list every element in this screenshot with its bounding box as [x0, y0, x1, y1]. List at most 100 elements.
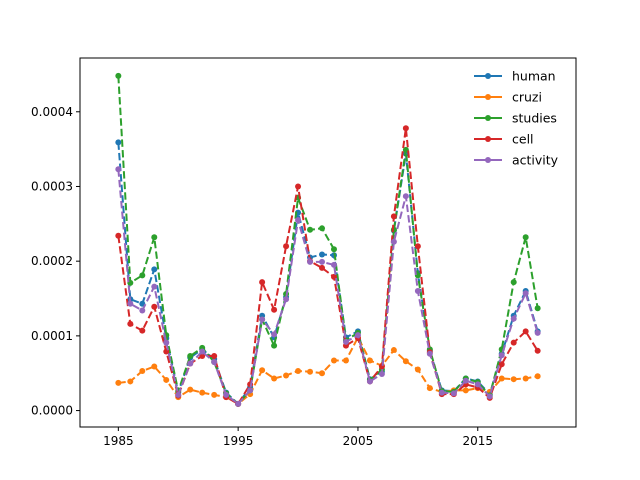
- data-point-studies-2002: [319, 225, 326, 232]
- x-axis: 1985 1995 2005 2015: [103, 427, 493, 448]
- series-activity: [115, 166, 541, 407]
- data-point-activity-2012: [438, 389, 445, 396]
- legend-label: studies: [512, 111, 557, 126]
- data-point-cruzi-2004: [342, 357, 349, 364]
- data-point-cell-1987: [139, 327, 146, 334]
- legend-label: human: [512, 69, 556, 84]
- data-point-cell-2002: [319, 264, 326, 271]
- y-axis: 0.0000 0.0001 0.0002 0.0003 0.0004: [31, 105, 80, 418]
- data-point-cruzi-2001: [307, 368, 314, 375]
- data-point-activity-1988: [151, 283, 158, 290]
- data-point-activity-2008: [390, 238, 397, 245]
- data-point-activity-2007: [378, 370, 385, 377]
- legend-label: cruzi: [512, 90, 542, 105]
- y-tick-label: 0.0004: [31, 105, 73, 119]
- legend-item-cell: cell: [474, 132, 534, 147]
- data-point-cruzi-1997: [259, 367, 266, 374]
- data-point-cruzi-2017: [498, 375, 505, 382]
- data-point-human-1985: [115, 139, 122, 146]
- x-tick-label: 1985: [103, 434, 134, 448]
- data-point-cruzi-2018: [510, 376, 517, 383]
- data-point-cell-2009: [402, 125, 409, 132]
- data-point-activity-2006: [366, 378, 373, 385]
- series-layer: [115, 72, 541, 407]
- data-point-activity-2013: [450, 390, 457, 397]
- data-point-studies-2003: [330, 246, 337, 253]
- data-point-activity-1993: [211, 359, 218, 366]
- data-point-cruzi-2011: [426, 385, 433, 392]
- data-point-cruzi-2010: [414, 366, 421, 373]
- data-point-cell-2008: [390, 213, 397, 220]
- data-point-cruzi-1991: [187, 386, 194, 393]
- data-point-activity-2017: [498, 352, 505, 359]
- data-point-cruzi-1987: [139, 367, 146, 374]
- data-point-cell-2010: [414, 243, 421, 250]
- data-point-cruzi-1989: [163, 376, 170, 383]
- data-point-activity-2018: [510, 315, 517, 322]
- legend-swatch-marker: [485, 157, 491, 163]
- data-point-cell-2020: [534, 347, 541, 354]
- data-point-activity-2011: [426, 350, 433, 357]
- data-point-cruzi-1985: [115, 379, 122, 386]
- legend-item-activity: activity: [474, 153, 559, 168]
- data-point-activity-2004: [342, 338, 349, 345]
- data-point-activity-2019: [522, 290, 529, 297]
- data-point-activity-2016: [486, 393, 493, 400]
- data-point-activity-2020: [534, 329, 541, 336]
- data-point-activity-1998: [271, 331, 278, 338]
- data-point-cell-2017: [498, 361, 505, 368]
- legend-swatch-marker: [485, 136, 491, 142]
- data-point-activity-1995: [235, 400, 242, 407]
- data-point-activity-2001: [307, 258, 314, 265]
- data-point-cruzi-1993: [211, 391, 218, 398]
- data-point-cell-1986: [127, 320, 134, 327]
- data-point-cruzi-1992: [199, 389, 206, 396]
- data-point-activity-2005: [354, 332, 361, 339]
- data-point-activity-2015: [474, 381, 481, 388]
- legend-swatch-marker: [485, 115, 491, 121]
- x-tick-label: 2005: [343, 434, 374, 448]
- data-point-studies-2019: [522, 234, 529, 241]
- data-point-studies-2018: [510, 279, 517, 286]
- data-point-activity-1985: [115, 166, 122, 173]
- legend-item-studies: studies: [474, 111, 557, 126]
- data-point-studies-1987: [139, 272, 146, 279]
- data-point-cell-2018: [510, 339, 517, 346]
- data-point-activity-1991: [187, 360, 194, 367]
- data-point-human-2002: [319, 251, 326, 258]
- legend: human cruzi studies cell activity: [474, 69, 559, 168]
- data-point-studies-1985: [115, 72, 122, 79]
- data-point-studies-1991: [187, 353, 194, 360]
- data-point-activity-1986: [127, 300, 134, 307]
- x-tick-label: 2015: [462, 434, 493, 448]
- data-point-cell-1985: [115, 232, 122, 239]
- data-point-cruzi-2008: [390, 347, 397, 354]
- data-point-cruzi-1999: [283, 372, 290, 379]
- data-point-cruzi-1998: [271, 375, 278, 382]
- data-point-cruzi-2014: [462, 387, 469, 394]
- data-point-cruzi-2019: [522, 375, 529, 382]
- data-point-activity-1994: [223, 391, 230, 398]
- data-point-cruzi-2000: [295, 367, 302, 374]
- data-point-activity-1997: [259, 316, 266, 323]
- legend-item-cruzi: cruzi: [474, 90, 542, 105]
- data-point-activity-1996: [247, 387, 254, 394]
- data-point-activity-1999: [283, 296, 290, 303]
- data-point-activity-2003: [330, 261, 337, 268]
- data-point-cruzi-2006: [366, 357, 373, 364]
- data-point-cell-2019: [522, 328, 529, 335]
- data-point-cell-1993: [211, 353, 218, 360]
- data-point-activity-2009: [402, 193, 409, 200]
- legend-swatch-marker: [485, 73, 491, 79]
- data-point-studies-2001: [307, 226, 314, 233]
- data-point-cell-1998: [271, 306, 278, 313]
- legend-label: cell: [512, 132, 534, 147]
- data-point-activity-1987: [139, 307, 146, 314]
- y-tick-label: 0.0001: [31, 329, 73, 343]
- legend-item-human: human: [474, 69, 556, 84]
- data-point-activity-2000: [295, 217, 302, 224]
- data-point-cruzi-2003: [330, 357, 337, 364]
- data-point-cruzi-2009: [402, 358, 409, 365]
- data-point-cruzi-1986: [127, 378, 134, 385]
